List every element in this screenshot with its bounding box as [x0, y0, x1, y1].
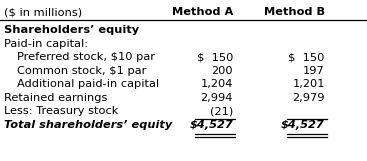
- Text: Shareholders’ equity: Shareholders’ equity: [4, 25, 139, 35]
- Text: Paid-in capital:: Paid-in capital:: [4, 38, 88, 48]
- Text: $  150: $ 150: [288, 52, 325, 62]
- Text: $4,527: $4,527: [189, 119, 233, 129]
- Text: Preferred stock, $10 par: Preferred stock, $10 par: [17, 52, 155, 62]
- Text: ($ in millions): ($ in millions): [4, 7, 82, 17]
- Text: 1,204: 1,204: [201, 79, 233, 89]
- Text: Method B: Method B: [264, 7, 325, 17]
- Text: 197: 197: [303, 66, 325, 76]
- Text: Additional paid-in capital: Additional paid-in capital: [17, 79, 159, 89]
- Text: Retained earnings: Retained earnings: [4, 93, 108, 103]
- Text: Method A: Method A: [172, 7, 233, 17]
- Text: 1,201: 1,201: [292, 79, 325, 89]
- Text: Common stock, $1 par: Common stock, $1 par: [17, 66, 146, 76]
- Text: 2,979: 2,979: [292, 93, 325, 103]
- Text: Total shareholders’ equity: Total shareholders’ equity: [4, 119, 172, 129]
- Text: $4,527: $4,527: [281, 119, 325, 129]
- Text: 200: 200: [211, 66, 233, 76]
- Text: (21): (21): [210, 106, 233, 116]
- Text: $  150: $ 150: [197, 52, 233, 62]
- Text: 2,994: 2,994: [201, 93, 233, 103]
- Text: Less: Treasury stock: Less: Treasury stock: [4, 106, 119, 116]
